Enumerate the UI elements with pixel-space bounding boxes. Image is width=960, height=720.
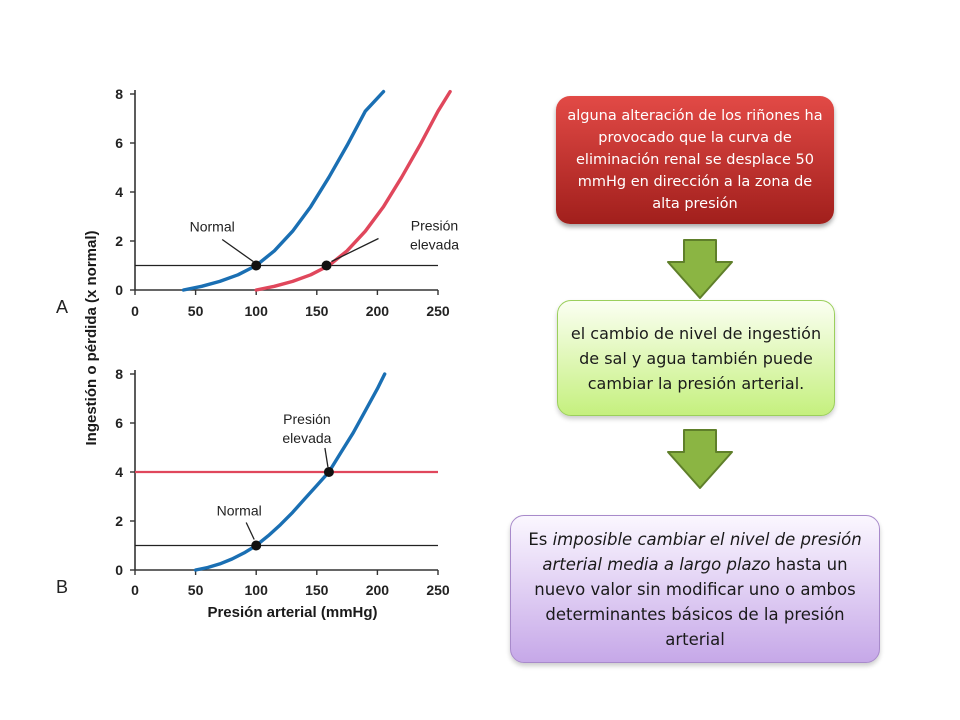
down-arrow-icon (667, 429, 733, 489)
down-arrow-icon (667, 239, 733, 299)
x-tick-label: 50 (188, 582, 204, 598)
y-tick-label: 2 (115, 233, 123, 249)
annotation-label: Normal (190, 219, 235, 235)
x-tick-label: 0 (131, 303, 139, 319)
y-tick-label: 6 (115, 415, 123, 431)
data-point (251, 540, 262, 551)
y-axis-label: Ingestión o pérdida (x normal) (83, 230, 100, 445)
annotation-label: Normal (217, 503, 262, 519)
annotation-leader (245, 522, 255, 540)
y-tick-label: 8 (115, 366, 123, 382)
annotation-label: elevada (282, 430, 331, 446)
y-tick-label: 0 (115, 562, 123, 578)
y-tick-label: 4 (115, 464, 123, 480)
data-point (323, 467, 334, 477)
x-tick-label: 0 (131, 582, 139, 598)
salt-water-intake-box: el cambio de nivel de ingestión de sal y… (557, 300, 835, 416)
annotation-leader (331, 237, 379, 263)
series-line (193, 372, 387, 572)
conclusion-text-start: Es (528, 529, 553, 549)
annotation-label: elevada (410, 237, 459, 253)
annotation-label: Presión (283, 411, 330, 427)
x-tick-label: 150 (305, 303, 329, 319)
conclusion-text-end: hasta un nuevo valor sin modificar uno o… (534, 554, 856, 649)
panel-label: B (56, 577, 68, 597)
chart-panel-b: 0 2 4 6 8 0 50 100 150 200 250 Presión elevada Normal… (56, 366, 450, 621)
x-tick-label: 50 (188, 303, 204, 319)
salt-water-intake-text: el cambio de nivel de ingestión de sal y… (570, 323, 822, 393)
conclusion-text-emphasis: imposible cambiar el nivel de presión ar… (542, 529, 862, 574)
panel-label: A (56, 297, 68, 317)
annotation-label: Presión (411, 218, 458, 234)
kidney-alteration-text: alguna alteración de los riñones ha prov… (567, 108, 823, 212)
series-line (254, 89, 452, 292)
annotation-leader (221, 238, 254, 263)
y-tick-label: 2 (115, 513, 123, 529)
conclusion-text: Es imposible cambiar el nivel de presión… (523, 527, 867, 652)
x-tick-label: 150 (305, 582, 329, 598)
x-tick-label: 200 (366, 582, 390, 598)
conclusion-box: Es imposible cambiar el nivel de presión… (510, 515, 880, 663)
series-line (181, 89, 386, 292)
y-tick-label: 0 (115, 282, 123, 298)
y-tick-label: 8 (115, 86, 123, 102)
data-point (251, 260, 262, 271)
x-axis-label: Presión arterial (mmHg) (207, 604, 377, 621)
x-tick-label: 200 (366, 303, 390, 319)
y-tick-label: 6 (115, 135, 123, 151)
y-tick-label: 4 (115, 184, 123, 200)
x-tick-label: 250 (426, 303, 450, 319)
annotation-leader (324, 447, 329, 468)
data-point (321, 260, 332, 271)
x-tick-label: 250 (426, 582, 450, 598)
kidney-alteration-box: alguna alteración de los riñones ha prov… (556, 96, 834, 224)
chart-panel-a: 0 2 4 6 8 0 50 100 150 200 250 Normal Presión elevada… (56, 86, 459, 319)
x-tick-label: 100 (245, 582, 269, 598)
x-tick-label: 100 (245, 303, 269, 319)
